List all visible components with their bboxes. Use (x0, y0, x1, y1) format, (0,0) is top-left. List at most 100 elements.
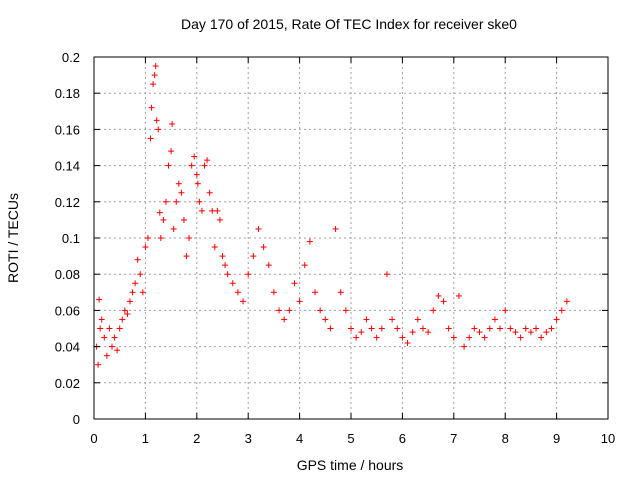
data-point (481, 334, 488, 341)
data-point (245, 271, 252, 278)
x-tick-label: 2 (193, 431, 200, 446)
data-point (170, 225, 177, 232)
data-point (144, 235, 151, 241)
data-point (108, 343, 115, 350)
data-point (214, 207, 221, 214)
data-point (348, 325, 354, 332)
ticks-layer: 0 1 2 3 4 5 6 7 8 9 10 0 0.02 0.04 0.06 0.08 0.1 0.12 0.14… (55, 50, 616, 446)
data-point (332, 225, 339, 232)
data-point (322, 316, 329, 323)
data-point (471, 325, 478, 332)
x-tick-label: 7 (450, 431, 457, 446)
data-point (95, 361, 102, 368)
data-point (538, 334, 545, 341)
data-point (229, 280, 236, 287)
y-axis-title: ROTI / TECUs (5, 193, 21, 283)
data-point (342, 307, 349, 314)
data-point (563, 298, 570, 305)
y-tick-label: 0.18 (55, 86, 80, 101)
y-tick-label: 0.14 (55, 159, 80, 174)
y-tick-label: 0 (73, 412, 80, 427)
data-point (317, 307, 324, 314)
y-tick-label: 0.2 (62, 50, 80, 65)
data-point (430, 307, 437, 314)
x-tick-label: 5 (347, 431, 354, 446)
data-point (512, 329, 519, 336)
y-tick-label: 0.1 (62, 231, 80, 246)
data-point (466, 334, 473, 341)
data-point (363, 316, 370, 323)
data-point (455, 292, 462, 299)
x-tick-label: 3 (245, 431, 252, 446)
data-point (394, 325, 401, 332)
data-point (160, 216, 167, 223)
data-point (497, 325, 504, 332)
chart-title: Day 170 of 2015, Rate Of TEC Index for r… (181, 16, 517, 32)
data-point (276, 307, 283, 314)
data-point (517, 334, 524, 341)
x-axis-title: GPS time / hours (297, 457, 404, 473)
data-point (180, 216, 187, 223)
data-point (137, 271, 144, 278)
y-tick-label: 0.04 (55, 340, 80, 355)
data-point (435, 292, 442, 299)
data-point (522, 325, 529, 332)
y-tick-label: 0.06 (55, 303, 80, 318)
data-point (491, 316, 498, 323)
data-point (153, 117, 160, 124)
data-point (222, 262, 229, 269)
data-point (409, 329, 416, 336)
data-point (543, 329, 550, 336)
data-point (206, 189, 213, 196)
data-point (156, 209, 163, 216)
data-point (201, 162, 208, 169)
data-point (116, 325, 123, 332)
data-point (255, 225, 262, 232)
data-point (265, 262, 272, 269)
data-point (527, 329, 534, 336)
data-point (194, 180, 201, 187)
data-point (533, 325, 540, 332)
data-point (389, 316, 396, 323)
y-tick-label: 0.16 (55, 122, 80, 137)
data-point (399, 334, 406, 341)
data-point (286, 307, 293, 314)
data-point (240, 298, 247, 305)
y-tick-label: 0.08 (55, 267, 80, 282)
data-point (178, 189, 185, 196)
x-tick-label: 9 (553, 431, 560, 446)
data-point (121, 307, 128, 314)
data-point (119, 316, 126, 323)
data-point (219, 253, 226, 260)
data-point (306, 238, 313, 245)
data-point (224, 271, 231, 278)
data-point (148, 104, 155, 111)
x-tick-label: 6 (399, 431, 406, 446)
data-point (461, 343, 468, 350)
data-point (291, 280, 298, 287)
data-point (186, 235, 193, 241)
data-point (327, 325, 334, 332)
y-tick-label: 0.02 (55, 376, 80, 391)
data-point (98, 316, 105, 323)
data-point (368, 325, 375, 332)
data-point (204, 157, 211, 164)
data-point (296, 298, 303, 305)
data-point (142, 244, 149, 251)
data-point (157, 235, 164, 241)
data-point (383, 271, 390, 278)
data-point (168, 148, 175, 155)
data-point (173, 198, 180, 205)
data-point (476, 329, 483, 336)
data-point (353, 334, 360, 341)
data-point (155, 126, 162, 133)
data-point (126, 298, 133, 305)
data-point (175, 180, 182, 187)
x-tick-label: 1 (142, 431, 149, 446)
data-point (196, 198, 203, 205)
data-point (193, 171, 200, 178)
data-point (373, 334, 380, 341)
data-point (198, 207, 205, 214)
y-tick-label: 0.12 (55, 195, 80, 210)
data-point (165, 162, 172, 169)
